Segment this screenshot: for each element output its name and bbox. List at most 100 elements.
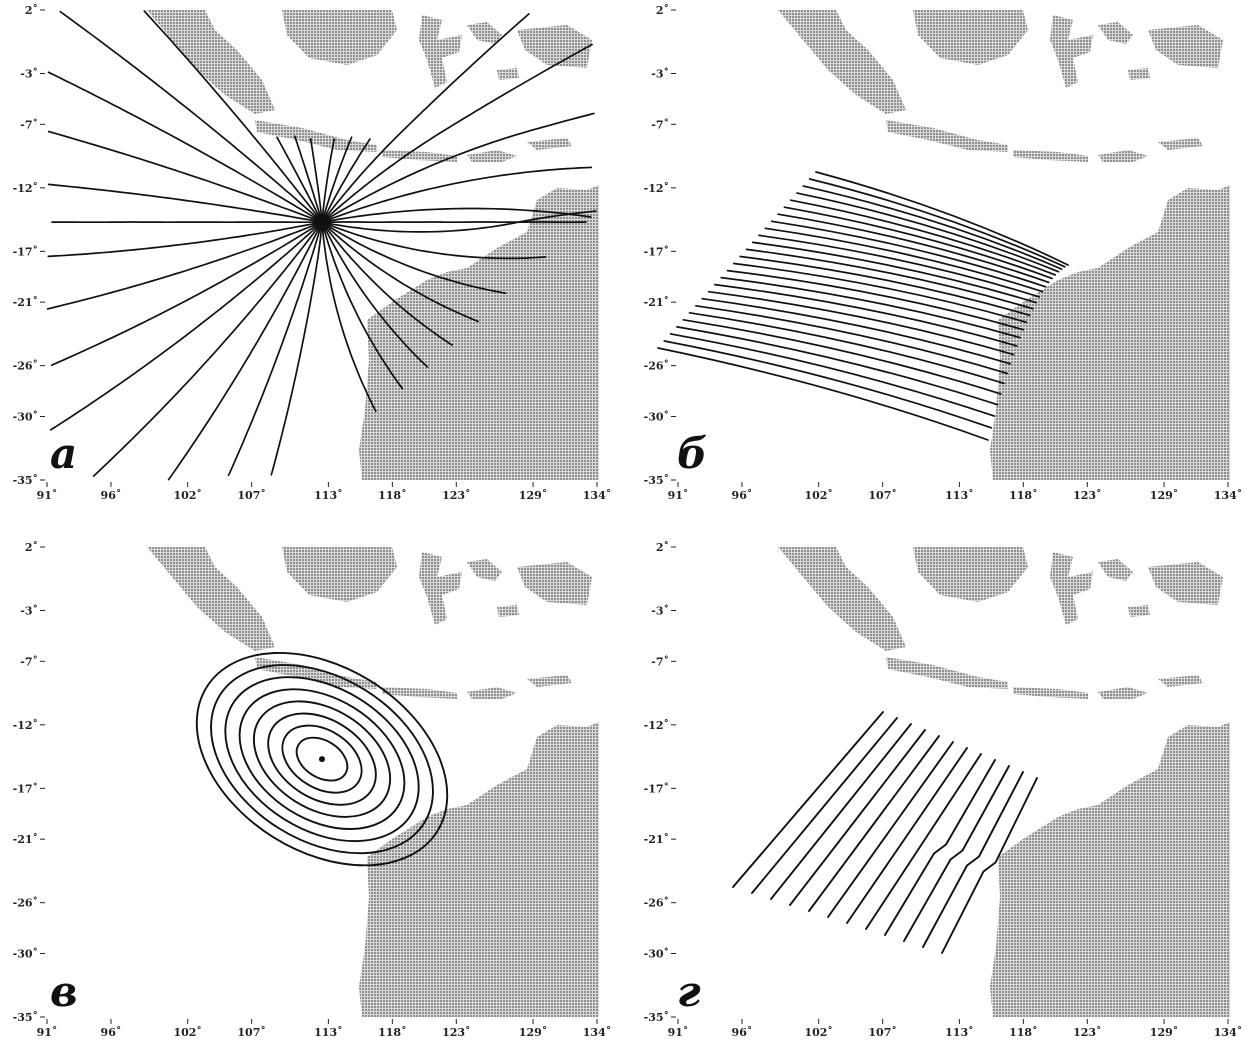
ray-line (321, 221, 507, 295)
lon-tick-label: 123˚ (1073, 1026, 1101, 1039)
lat-tick-label: -7˚ (20, 655, 38, 668)
lon-tick-label: 118˚ (378, 1026, 406, 1039)
wave-front (281, 724, 363, 794)
rays-parallel (657, 171, 1069, 441)
lon-tick-label: 118˚ (1009, 489, 1037, 502)
lat-tick-label: -17˚ (13, 245, 38, 258)
wave-front (846, 747, 968, 924)
ray-line (676, 326, 999, 406)
ray-line (321, 43, 593, 223)
ray-line (49, 221, 323, 431)
panel-b (657, 10, 1230, 480)
fronts-concentric (195, 651, 449, 867)
lat-tick-label: -35˚ (644, 1011, 669, 1024)
ray-line (758, 234, 1041, 298)
lon-tick-label: 91˚ (668, 489, 689, 502)
lat-tick-label: -12˚ (644, 182, 669, 195)
lat-tick-label: -17˚ (13, 782, 38, 795)
ray-line (143, 10, 323, 223)
panel-a (46, 10, 599, 481)
ray-line (227, 221, 323, 477)
ray-line (751, 241, 1037, 304)
ray-line (815, 171, 1069, 266)
lon-tick-label: 123˚ (442, 1026, 470, 1039)
ray-line (321, 221, 429, 368)
ray-line (309, 138, 323, 223)
lon-tick-label: 129˚ (519, 489, 547, 502)
lon-tick-label: 118˚ (1009, 1026, 1037, 1039)
panel-letter-a: а (50, 429, 77, 478)
lat-tick-label: -30˚ (13, 410, 38, 423)
wave-front (751, 717, 898, 894)
lat-tick-label: -17˚ (644, 782, 669, 795)
ray-line (321, 210, 597, 233)
lat-tick-label: -30˚ (644, 947, 669, 960)
wave-front (267, 712, 377, 806)
ray-line (276, 136, 323, 223)
lon-tick-label: 134˚ (1214, 489, 1242, 502)
ray-line (50, 221, 323, 366)
lon-tick-label: 107˚ (868, 1026, 896, 1039)
lon-tick-label: 134˚ (583, 489, 611, 502)
wave-front (903, 765, 1010, 942)
lat-tick-label: -26˚ (13, 360, 38, 373)
lat-tick-label: -7˚ (651, 655, 669, 668)
ray-line (92, 221, 323, 477)
wave-front (827, 741, 954, 918)
lon-tick-label: 107˚ (237, 489, 265, 502)
axes: 2˚ -3˚ -7˚ -12˚ -17˚ -21˚ -26˚ -30˚ -35˚ 91˚ 96˚ 10… (13, 4, 1243, 1039)
lon-tick-label: 123˚ (442, 489, 470, 502)
ray-line (167, 221, 323, 481)
ray-line (321, 221, 453, 346)
lon-tick-label: 113˚ (945, 489, 973, 502)
ray-line (695, 304, 1009, 375)
ray-line (764, 227, 1044, 293)
ray-line (321, 221, 377, 413)
lat-tick-label: -3˚ (20, 68, 38, 81)
ray-line (739, 255, 1031, 317)
ray-line (321, 221, 479, 323)
lon-tick-label: 102˚ (173, 489, 201, 502)
wave-front (789, 729, 926, 906)
lat-tick-label: -35˚ (13, 1011, 38, 1024)
lat-tick-label: -12˚ (13, 719, 38, 732)
ray-line (732, 262, 1028, 324)
ray-line (321, 138, 371, 223)
lat-tick-label: 2˚ (25, 541, 38, 554)
lon-tick-label: 96˚ (101, 489, 122, 502)
wave-front (808, 735, 940, 912)
ray-line (688, 311, 1005, 385)
ray-line (47, 71, 323, 223)
panel-d (732, 547, 1230, 1017)
lon-tick-label: 123˚ (1073, 489, 1101, 502)
lat-tick-label: -26˚ (13, 897, 38, 910)
ray-line (707, 290, 1015, 356)
ray-line (321, 166, 593, 223)
lon-tick-label: 91˚ (37, 489, 58, 502)
lon-tick-label: 129˚ (519, 1026, 547, 1039)
ray-line (802, 185, 1063, 270)
lat-tick-label: -21˚ (13, 833, 38, 846)
lat-tick-label: -26˚ (644, 360, 669, 373)
ray-line (714, 283, 1018, 347)
lon-tick-label: 102˚ (804, 489, 832, 502)
panel-letters: а б в г (50, 429, 707, 1016)
ray-line (682, 318, 1002, 395)
ray-line (777, 213, 1050, 284)
lat-tick-label: 2˚ (656, 4, 669, 17)
lat-tick-label: -30˚ (13, 947, 38, 960)
lat-tick-label: -7˚ (20, 118, 38, 131)
lon-tick-label: 129˚ (1150, 1026, 1178, 1039)
wave-front (770, 723, 912, 900)
panel-letter-d: г (677, 967, 701, 1016)
rays-from-point (46, 10, 597, 481)
lon-tick-label: 107˚ (868, 489, 896, 502)
lat-tick-label: -21˚ (644, 833, 669, 846)
ray-line (789, 199, 1057, 276)
panel-letter-b: б (677, 429, 707, 478)
ray-line (321, 221, 547, 260)
ray-line (47, 221, 323, 258)
lon-tick-label: 102˚ (804, 1026, 832, 1039)
lat-tick-label: -3˚ (20, 605, 38, 618)
